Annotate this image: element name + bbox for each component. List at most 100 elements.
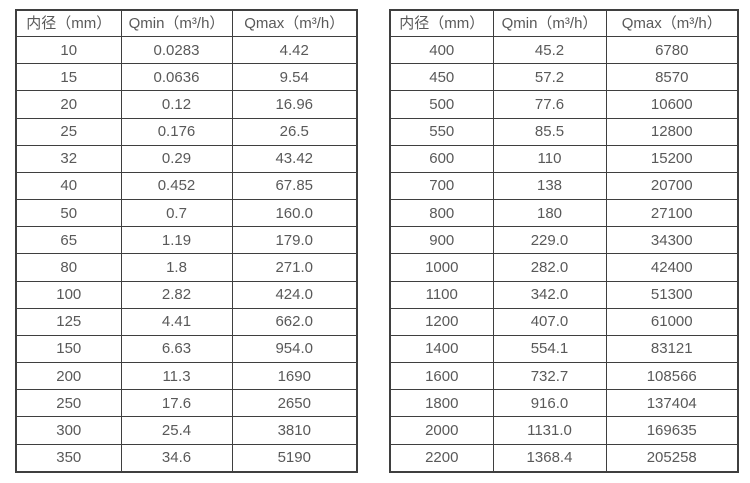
table-cell: 1100 xyxy=(389,280,494,309)
header-row: 内径（mm） Qmin（m³/h） Qmax（m³/h） xyxy=(15,9,358,37)
table-row: 550 85.5 12800 xyxy=(389,117,739,146)
table-cell: 45.2 xyxy=(492,35,607,65)
table-cell: 2000 xyxy=(389,416,494,445)
table-cell: 0.7 xyxy=(120,199,233,228)
table-cell: 169635 xyxy=(605,416,739,445)
table-cell: 40 xyxy=(15,171,122,201)
column-header: Qmax（m³/h） xyxy=(231,9,358,37)
table-cell: 25 xyxy=(15,117,122,146)
table-cell: 16.96 xyxy=(231,90,358,119)
table-cell: 43.42 xyxy=(231,144,358,173)
table-cell: 180 xyxy=(492,199,607,228)
table-cell: 1400 xyxy=(389,334,494,364)
flow-table-large-diameters: 内径（mm） Qmin（m³/h） Qmax（m³/h） 400 45.2 6780 450… xyxy=(389,9,739,473)
table-cell: 550 xyxy=(389,117,494,146)
table-cell: 11.3 xyxy=(120,362,233,391)
table-cell: 407.0 xyxy=(492,307,607,336)
table-cell: 20 xyxy=(15,90,122,119)
table-cell: 205258 xyxy=(605,443,739,473)
table-cell: 2650 xyxy=(231,389,358,418)
table-cell: 50 xyxy=(15,199,122,228)
table-cell: 34.6 xyxy=(120,443,233,473)
table-cell: 125 xyxy=(15,307,122,336)
table-cell: 1800 xyxy=(389,389,494,418)
table-cell: 110 xyxy=(492,144,607,173)
table-cell: 282.0 xyxy=(492,253,607,282)
table-cell: 0.0636 xyxy=(120,63,233,92)
table-cell: 1600 xyxy=(389,362,494,391)
table-row: 700 138 20700 xyxy=(389,171,739,201)
table-cell: 137404 xyxy=(605,389,739,418)
table-cell: 61000 xyxy=(605,307,739,336)
table-row: 250 17.6 2650 xyxy=(15,389,358,418)
table-row: 50 0.7 160.0 xyxy=(15,199,358,228)
table-row: 25 0.176 26.5 xyxy=(15,117,358,146)
table-cell: 200 xyxy=(15,362,122,391)
table-cell: 500 xyxy=(389,90,494,119)
table-cell: 1200 xyxy=(389,307,494,336)
table-cell: 12800 xyxy=(605,117,739,146)
table-cell: 150 xyxy=(15,334,122,364)
table-cell: 2200 xyxy=(389,443,494,473)
table-cell: 77.6 xyxy=(492,90,607,119)
table-cell: 424.0 xyxy=(231,280,358,309)
table-cell: 85.5 xyxy=(492,117,607,146)
table-cell: 600 xyxy=(389,144,494,173)
table-row: 1400 554.1 83121 xyxy=(389,334,739,364)
table-row: 100 2.82 424.0 xyxy=(15,280,358,309)
table-cell: 1.19 xyxy=(120,226,233,255)
table-cell: 732.7 xyxy=(492,362,607,391)
table-row: 1600 732.7 108566 xyxy=(389,362,739,391)
table-row: 1000 282.0 42400 xyxy=(389,253,739,282)
column-header: 内径（mm） xyxy=(389,9,494,37)
table-cell: 10 xyxy=(15,35,122,65)
table-row: 2200 1368.4 205258 xyxy=(389,443,739,473)
table-row: 65 1.19 179.0 xyxy=(15,226,358,255)
table-cell: 300 xyxy=(15,416,122,445)
table-row: 32 0.29 43.42 xyxy=(15,144,358,173)
table-cell: 20700 xyxy=(605,171,739,201)
table-row: 500 77.6 10600 xyxy=(389,90,739,119)
table-row: 15 0.0636 9.54 xyxy=(15,63,358,92)
table-cell: 1131.0 xyxy=(492,416,607,445)
column-header: Qmax（m³/h） xyxy=(605,9,739,37)
table-row: 350 34.6 5190 xyxy=(15,443,358,473)
table-cell: 57.2 xyxy=(492,63,607,92)
table-cell: 179.0 xyxy=(231,226,358,255)
table-cell: 1000 xyxy=(389,253,494,282)
table-cell: 662.0 xyxy=(231,307,358,336)
table-cell: 0.12 xyxy=(120,90,233,119)
table-cell: 800 xyxy=(389,199,494,228)
table-row: 1800 916.0 137404 xyxy=(389,389,739,418)
table-cell: 3810 xyxy=(231,416,358,445)
table-cell: 700 xyxy=(389,171,494,201)
table-cell: 350 xyxy=(15,443,122,473)
table-row: 150 6.63 954.0 xyxy=(15,334,358,364)
table-cell: 32 xyxy=(15,144,122,173)
table-cell: 25.4 xyxy=(120,416,233,445)
table-cell: 554.1 xyxy=(492,334,607,364)
column-header: 内径（mm） xyxy=(15,9,122,37)
table-cell: 15 xyxy=(15,63,122,92)
table-row: 2000 1131.0 169635 xyxy=(389,416,739,445)
table-cell: 6780 xyxy=(605,35,739,65)
table-cell: 8570 xyxy=(605,63,739,92)
table-cell: 15200 xyxy=(605,144,739,173)
table-cell: 342.0 xyxy=(492,280,607,309)
table-cell: 51300 xyxy=(605,280,739,309)
table-cell: 138 xyxy=(492,171,607,201)
table-row: 900 229.0 34300 xyxy=(389,226,739,255)
table-cell: 1368.4 xyxy=(492,443,607,473)
table-row: 40 0.452 67.85 xyxy=(15,171,358,201)
table-row: 1100 342.0 51300 xyxy=(389,280,739,309)
table-cell: 9.54 xyxy=(231,63,358,92)
header-row: 内径（mm） Qmin（m³/h） Qmax（m³/h） xyxy=(389,9,739,37)
table-cell: 400 xyxy=(389,35,494,65)
table-cell: 27100 xyxy=(605,199,739,228)
table-cell: 229.0 xyxy=(492,226,607,255)
table-row: 800 180 27100 xyxy=(389,199,739,228)
column-header: Qmin（m³/h） xyxy=(492,9,607,37)
table-cell: 0.0283 xyxy=(120,35,233,65)
table-row: 1200 407.0 61000 xyxy=(389,307,739,336)
table-cell: 10600 xyxy=(605,90,739,119)
